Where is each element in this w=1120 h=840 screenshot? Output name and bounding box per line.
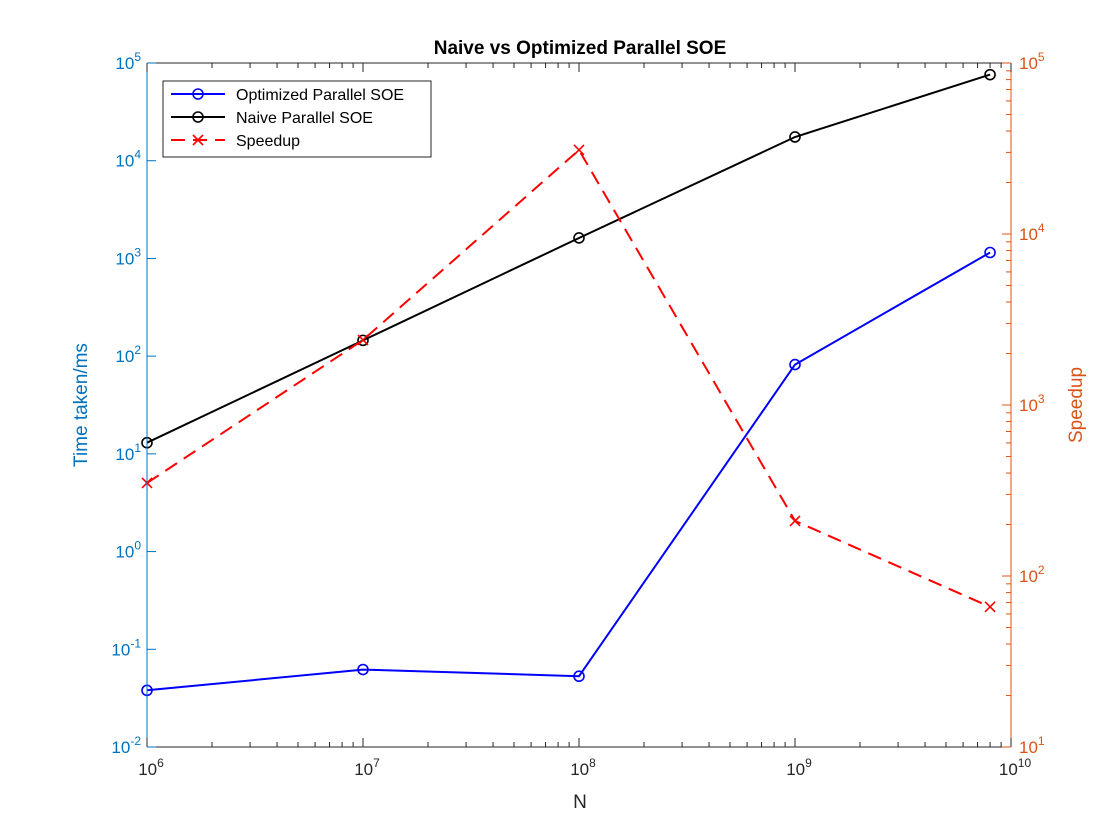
y-right-tick-label: 104 (1019, 221, 1045, 244)
legend-marker-naive (192, 111, 204, 123)
series-line-0 (146, 251, 991, 692)
chart-title: Naive vs Optimized Parallel SOE (434, 38, 727, 59)
y-left-tick-label: 102 (115, 343, 141, 366)
series-2-point-2 (573, 144, 585, 156)
legend-label-optimized: Optimized Parallel SOE (236, 87, 404, 104)
x-tick-label: 109 (786, 756, 812, 779)
y-left-tick-label: 103 (115, 245, 141, 268)
plot-area (147, 63, 1011, 747)
series-1-point-1 (357, 334, 369, 347)
x-tick-label: 107 (354, 756, 380, 779)
series-0-point-1 (357, 663, 369, 676)
y-right-tick-label: 103 (1019, 392, 1045, 415)
legend-item-naive: Naive Parallel SOE (171, 110, 373, 127)
series-1-point-2 (573, 232, 585, 244)
legend-label-speedup: Speedup (236, 133, 300, 150)
x-tick-label: 108 (570, 756, 596, 779)
x-axis-label: N (573, 792, 587, 813)
legend-item-optimized: Optimized Parallel SOE (171, 87, 404, 104)
axes-layer: 106 107 108 109 1010 10-2 10-1 100 101 102 103 104 1… (111, 50, 1045, 779)
series-2-point-4 (984, 601, 996, 613)
legend-label-naive: Naive Parallel SOE (236, 110, 373, 127)
y-right-tick-label: 101 (1019, 734, 1045, 757)
series-0-point-4 (984, 246, 996, 259)
y-left-tick-label: 100 (115, 539, 141, 562)
series-2-point-3 (789, 515, 801, 527)
legend-item-speedup: Speedup (171, 133, 300, 150)
x-tick-label: 106 (138, 756, 164, 779)
x-tick-label: 1010 (999, 756, 1032, 779)
series-2-point-1 (357, 334, 369, 346)
y-left-tick-label: 10-2 (111, 734, 141, 757)
y-left-tick-label: 101 (115, 441, 141, 464)
y-left-tick-label: 10-1 (111, 636, 141, 659)
y-left-tick-label: 105 (115, 50, 141, 73)
legend-marker-optimized (192, 88, 204, 100)
y-left-axis-label: Time taken/ms (71, 343, 92, 467)
series-line-1 (146, 73, 991, 444)
series-0-point-2 (573, 670, 585, 683)
series-1-point-4 (984, 68, 996, 81)
y-right-axis-label: Speedup (1066, 367, 1087, 443)
series-0-point-3 (789, 358, 801, 371)
legend-marker-speedup (192, 134, 204, 146)
series-1-point-3 (789, 131, 801, 143)
y-right-tick-label: 105 (1019, 50, 1045, 73)
y-left-tick-label: 104 (115, 148, 141, 171)
y-right-tick-label: 102 (1019, 563, 1045, 586)
legend: Optimized Parallel SOE Naive Parallel SO… (162, 80, 432, 158)
series-line-2 (146, 148, 991, 608)
